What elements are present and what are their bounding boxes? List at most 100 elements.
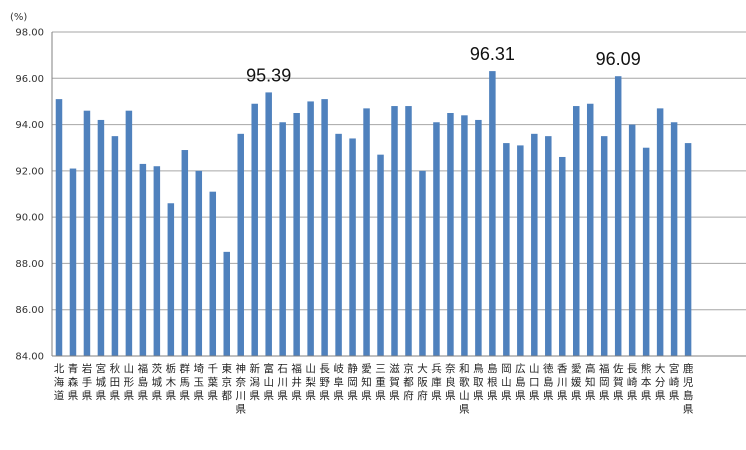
category-label: 熊本県 [641,362,652,402]
bar [97,119,105,356]
bar [265,92,272,356]
bar [405,106,412,356]
category-label: 福岡県 [599,362,610,402]
bar [139,163,147,356]
category-label: 静岡県 [347,362,358,402]
value-callout: 95.39 [246,65,291,85]
category-label: 島根県 [487,362,498,402]
category-label: 茨城県 [152,362,163,402]
y-tick-label: 88.00 [15,259,44,270]
bar [69,168,77,356]
category-label: 栃木県 [166,362,177,402]
value-callouts: 95.39 96.31 96.09 [246,44,641,85]
category-label: 佐賀県 [613,362,624,402]
category-label: 北海道 [54,363,65,402]
bar [83,110,91,356]
bar [503,143,510,356]
y-tick-label: 90.00 [15,213,44,224]
bar [349,138,356,356]
bar [223,251,230,356]
bar [545,136,552,356]
category-label: 京都府 [403,362,414,402]
bar [489,71,496,357]
bar [614,76,622,357]
y-tick-label: 96.00 [15,74,44,85]
category-label: 富山県 [263,362,274,402]
category-label: 新潟県 [249,362,260,402]
bar [279,122,286,356]
bar [447,113,454,356]
y-tick-label: 86.00 [15,305,44,316]
bar [181,150,189,356]
category-label: 宮城県 [96,362,107,402]
category-label: 徳島県 [543,362,554,402]
category-label: 山梨県 [305,363,316,402]
category-label: 群馬県 [180,362,191,402]
category-labels: 北海道青森県岩手県宮城県秋田県山形県福島県茨城県栃木県群馬県埼玉県千葉県東京都神… [54,362,694,416]
category-label: 長崎県 [627,363,638,402]
category-label: 神奈川県 [235,362,246,416]
bar [209,191,217,356]
bar [391,106,398,356]
value-callout: 96.09 [596,49,641,69]
category-label: 福島県 [138,362,149,402]
category-label: 愛媛県 [571,362,582,402]
category-label: 山形県 [124,363,135,402]
category-label: 山口県 [529,363,540,402]
bar [461,115,468,356]
bar [125,110,133,356]
category-label: 岩手県 [82,362,93,402]
y-tick-label: 94.00 [15,120,44,131]
category-label: 福井県 [291,362,302,402]
y-tick-label: 84.00 [15,352,44,363]
category-label: 東京都 [222,362,233,402]
bar [419,170,426,356]
bar [111,136,119,356]
category-label: 大分県 [655,362,666,402]
category-label: 大阪府 [417,362,428,402]
category-label: 三重県 [375,363,386,402]
category-label: 兵庫県 [431,362,442,402]
y-tick-label: 98.00 [15,28,44,39]
bar [363,108,370,356]
bar [531,133,538,356]
y-tick-labels: 84.00 86.00 88.00 90.00 92.00 94.00 96.00 98.00 [15,28,44,363]
bar [684,143,692,356]
bar [307,101,314,356]
category-label: 長野県 [319,363,330,402]
bar [670,122,678,356]
value-callout: 96.31 [470,44,515,64]
bar [628,124,636,356]
category-label: 和歌山県 [459,363,470,416]
category-label: 奈良県 [445,362,456,402]
category-label: 愛知県 [361,362,372,402]
category-label: 石川県 [277,363,288,402]
category-label: 青森県 [68,362,79,402]
bar [433,122,440,356]
category-label: 香川県 [557,363,568,402]
category-label: 千葉県 [208,363,219,402]
bar [475,119,482,356]
bar [251,103,258,356]
category-label: 滋賀県 [389,362,400,402]
bar [377,154,384,356]
bar [642,147,650,356]
category-label: 埼玉県 [194,362,205,402]
bar [517,145,524,356]
bar [167,203,175,356]
y-axis-unit: (%) [10,12,27,23]
bar [195,170,203,356]
bar [559,156,566,356]
bar [237,133,244,356]
bar [55,99,63,356]
category-label: 鹿児島県 [683,362,694,416]
category-label: 高知県 [585,362,596,402]
category-label: 岐阜県 [333,362,344,402]
category-label: 宮崎県 [669,362,680,402]
bar [321,99,328,356]
bar [573,106,580,356]
category-label: 広島県 [515,362,526,402]
y-tick-label: 92.00 [15,166,44,177]
bar [586,103,594,356]
